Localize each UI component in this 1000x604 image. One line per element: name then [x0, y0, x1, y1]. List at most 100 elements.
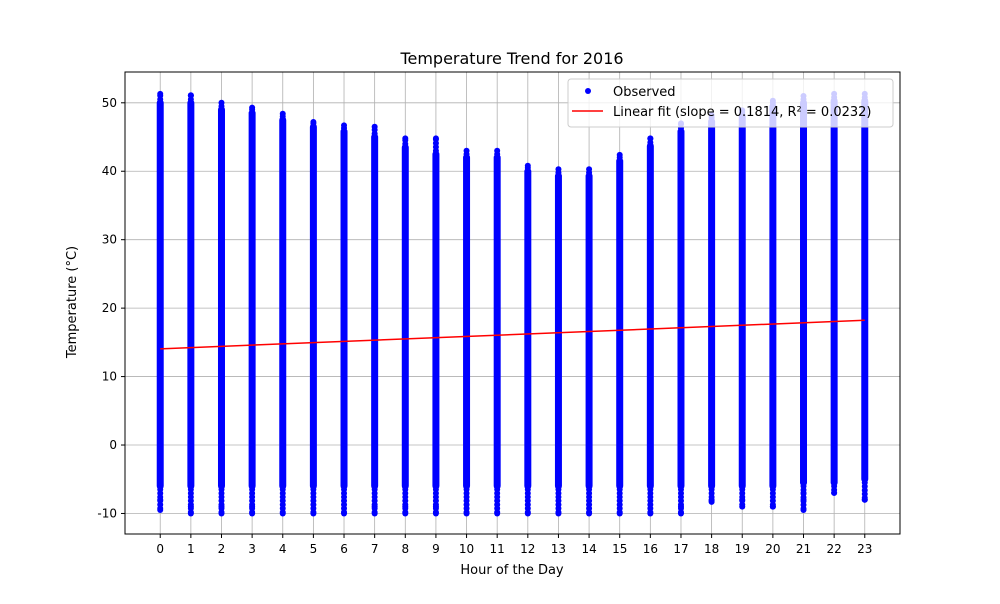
- observed-point-column: [279, 116, 287, 490]
- observed-point: [432, 510, 439, 517]
- observed-point: [463, 510, 470, 517]
- x-tick-label: 1: [187, 542, 195, 556]
- observed-point-column: [738, 112, 746, 490]
- x-tick-label: 18: [704, 542, 719, 556]
- observed-point-column: [217, 106, 225, 490]
- x-tick-label: 0: [156, 542, 164, 556]
- observed-point: [800, 507, 807, 514]
- observed-point: [586, 510, 593, 517]
- observed-point: [524, 510, 531, 517]
- observed-point: [157, 496, 164, 503]
- observed-point: [677, 503, 684, 510]
- chart-title: Temperature Trend for 2016: [399, 49, 623, 68]
- observed-point-column: [769, 102, 777, 490]
- observed-point: [402, 503, 409, 510]
- observed-point: [861, 496, 868, 503]
- observed-point: [555, 166, 562, 173]
- observed-point: [310, 510, 317, 517]
- x-tick-label: 17: [673, 542, 688, 556]
- x-tick-label: 8: [401, 542, 409, 556]
- observed-point: [800, 489, 807, 496]
- observed-point: [586, 166, 593, 173]
- observed-point: [739, 496, 746, 503]
- observed-point-column: [800, 99, 808, 487]
- observed-point: [494, 510, 501, 517]
- y-tick-label: -10: [97, 506, 117, 520]
- observed-point-column: [309, 123, 317, 490]
- observed-point: [463, 147, 470, 154]
- observed-point: [249, 510, 256, 517]
- observed-point: [831, 489, 838, 496]
- observed-point: [555, 510, 562, 517]
- legend-box: [567, 78, 894, 128]
- observed-point-column: [156, 99, 164, 490]
- legend-label-observed: Observed: [613, 85, 676, 100]
- x-tick-label: 4: [279, 542, 287, 556]
- observed-point: [279, 510, 286, 517]
- observed-point-column: [187, 99, 195, 490]
- observed-point-column: [616, 157, 624, 490]
- observed-point-column: [708, 117, 716, 490]
- x-tick-label: 20: [765, 542, 780, 556]
- observed-point: [187, 92, 194, 99]
- axis-layer: 0 1 2 3 4 5 6 7 8 9 10 11 12 13 14 15 16 17 18 19 20 21 22 23-1…: [97, 96, 872, 556]
- observed-point: [157, 90, 164, 97]
- observed-point: [432, 135, 439, 142]
- x-tick-label: 6: [340, 542, 348, 556]
- x-axis-label: Hour of the Day: [460, 563, 564, 578]
- observed-point-column: [401, 143, 409, 490]
- observed-point: [371, 510, 378, 517]
- observed-point: [218, 503, 225, 510]
- observed-point: [157, 507, 164, 514]
- observed-point: [402, 510, 409, 517]
- observed-point-column: [646, 142, 654, 490]
- x-tick-label: 15: [612, 542, 627, 556]
- legend: Observed Linear fit (slope = 0.1814, R² …: [567, 78, 894, 128]
- observed-point: [249, 503, 256, 510]
- y-tick-label: 30: [102, 233, 117, 247]
- observed-point: [739, 503, 746, 510]
- observed-point-column: [340, 128, 348, 490]
- fit-layer: [160, 319, 865, 350]
- observed-point: [402, 135, 409, 142]
- x-tick-label: 13: [551, 542, 566, 556]
- x-tick-label: 5: [310, 542, 318, 556]
- x-tick-label: 16: [643, 542, 658, 556]
- linear-fit-line: [160, 319, 865, 350]
- x-tick-label: 12: [520, 542, 535, 556]
- y-axis-label: Temperature (°C): [65, 246, 80, 359]
- y-tick-label: 10: [102, 370, 117, 384]
- legend-marker-observed: [585, 88, 591, 94]
- observed-point: [249, 104, 256, 111]
- observed-point: [341, 510, 348, 517]
- observed-point: [524, 162, 531, 169]
- y-tick-label: 20: [102, 301, 117, 315]
- observed-point: [616, 151, 623, 158]
- observed-point-column: [830, 97, 838, 487]
- x-tick-label: 7: [371, 542, 379, 556]
- observed-point-column: [677, 128, 685, 490]
- observed-point: [187, 510, 194, 517]
- x-tick-label: 9: [432, 542, 440, 556]
- observed-point: [647, 510, 654, 517]
- observed-point-column: [463, 154, 471, 490]
- observed-point-column: [248, 109, 256, 490]
- x-tick-label: 11: [490, 542, 505, 556]
- observed-point: [769, 503, 776, 510]
- observed-point-column: [371, 133, 379, 490]
- observed-point-column: [554, 172, 562, 490]
- observed-point: [187, 503, 194, 510]
- observed-point: [432, 503, 439, 510]
- y-tick-label: 0: [109, 438, 117, 452]
- x-tick-label: 3: [248, 542, 256, 556]
- x-tick-label: 22: [826, 542, 841, 556]
- plot-area-frame: [124, 71, 901, 535]
- legend-label-fit: Linear fit (slope = 0.1814, R² = 0.0232): [613, 105, 871, 120]
- observed-point: [647, 135, 654, 142]
- observed-point: [341, 122, 348, 129]
- x-tick-label: 10: [459, 542, 474, 556]
- x-tick-label: 23: [857, 542, 872, 556]
- observed-point: [218, 99, 225, 106]
- x-tick-label: 2: [218, 542, 226, 556]
